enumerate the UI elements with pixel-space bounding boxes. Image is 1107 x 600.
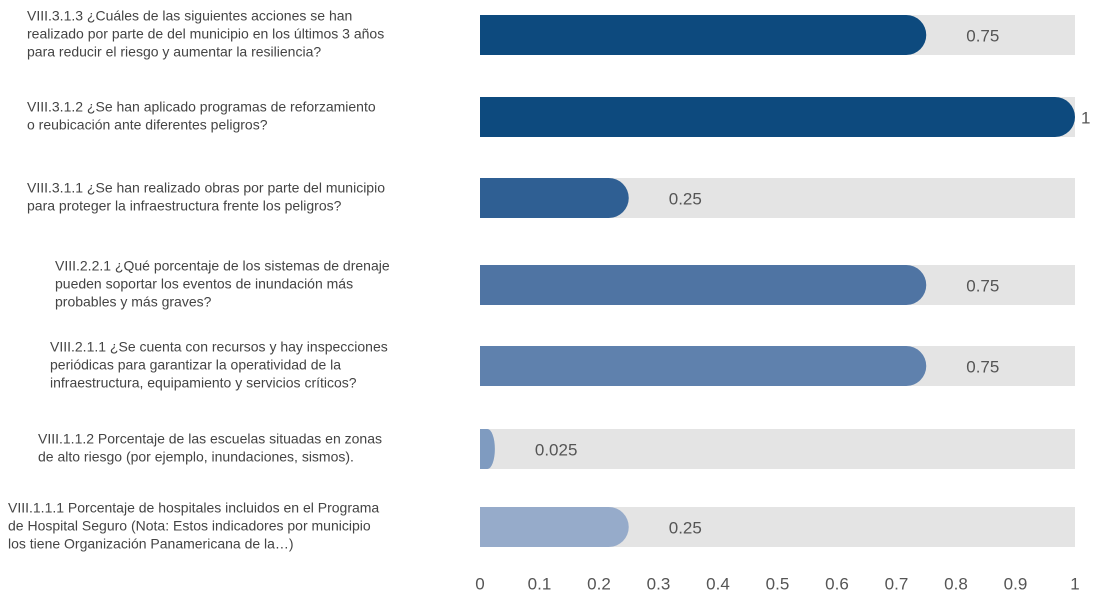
- value-label: 0.75: [966, 26, 999, 45]
- x-tick-label: 1: [1070, 574, 1079, 593]
- x-tick-label: 0.2: [587, 574, 611, 593]
- category-label: periódicas para garantizar la operativid…: [50, 357, 341, 373]
- value-label: 0.75: [966, 276, 999, 295]
- x-tick-label: 0.8: [944, 574, 968, 593]
- x-tick-label: 0: [475, 574, 484, 593]
- value-label: 0.25: [669, 189, 702, 208]
- bar-track: [480, 429, 1075, 469]
- value-label: 0.25: [669, 518, 702, 537]
- category-label: VIII.3.1.1 ¿Se han realizado obras por p…: [27, 180, 385, 196]
- category-label: o reubicación ante diferentes peligros?: [27, 117, 268, 133]
- x-tick-label: 0.4: [706, 574, 730, 593]
- bar: [480, 178, 629, 218]
- bar: [480, 15, 927, 55]
- x-tick-label: 0.1: [528, 574, 552, 593]
- category-label: los tiene Organización Panamericana de l…: [8, 536, 294, 552]
- category-label: VIII.2.1.1 ¿Se cuenta con recursos y hay…: [50, 339, 388, 355]
- category-label: probables y más graves?: [55, 294, 212, 310]
- category-label: VIII.3.1.3 ¿Cuáles de las siguientes acc…: [27, 8, 352, 24]
- bar: [480, 429, 495, 469]
- value-label: 1: [1081, 108, 1090, 127]
- category-label: VIII.3.1.2 ¿Se han aplicado programas de…: [27, 99, 376, 115]
- x-tick-label: 0.5: [766, 574, 790, 593]
- category-label: para reducir el riesgo y aumentar la res…: [27, 44, 321, 60]
- category-label: VIII.1.1.2 Porcentaje de las escuelas si…: [38, 431, 382, 447]
- bar: [480, 265, 927, 305]
- bar: [480, 97, 1075, 137]
- x-tick-label: 0.3: [647, 574, 671, 593]
- category-label: realizado por parte de del municipio en …: [27, 26, 384, 42]
- category-label: infraestructura, equipamiento y servicio…: [50, 375, 357, 391]
- category-label: VIII.1.1.1 Porcentaje de hospitales incl…: [8, 500, 379, 516]
- category-label: pueden soportar los eventos de inundació…: [55, 276, 353, 292]
- bar: [480, 507, 629, 547]
- x-tick-label: 0.9: [1004, 574, 1028, 593]
- category-label: VIII.2.2.1 ¿Qué porcentaje de los sistem…: [55, 258, 390, 274]
- bar: [480, 346, 927, 386]
- category-label: para proteger la infraestructura frente …: [27, 198, 342, 214]
- category-label: de Hospital Seguro (Nota: Estos indicado…: [8, 518, 371, 534]
- value-label: 0.025: [535, 440, 578, 459]
- value-label: 0.75: [966, 357, 999, 376]
- category-label: de alto riesgo (por ejemplo, inundacione…: [38, 449, 354, 465]
- x-tick-label: 0.6: [825, 574, 849, 593]
- x-tick-label: 0.7: [885, 574, 909, 593]
